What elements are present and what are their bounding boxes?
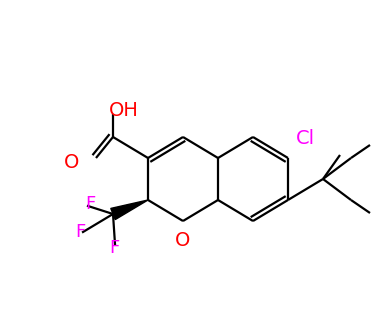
Text: F: F: [75, 223, 85, 241]
Text: F: F: [85, 195, 95, 213]
Text: F: F: [109, 239, 119, 257]
Polygon shape: [111, 200, 148, 220]
Text: O: O: [175, 230, 191, 250]
Text: Cl: Cl: [296, 129, 315, 148]
Text: O: O: [64, 153, 80, 172]
Text: OH: OH: [109, 100, 139, 119]
